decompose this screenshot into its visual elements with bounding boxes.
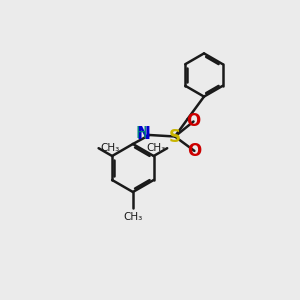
Text: O: O (186, 112, 201, 130)
Text: S: S (169, 128, 181, 146)
Text: CH₃: CH₃ (100, 143, 119, 153)
Text: CH₃: CH₃ (146, 143, 166, 153)
Text: N: N (137, 125, 151, 143)
Text: CH₃: CH₃ (123, 212, 142, 222)
Text: H: H (135, 126, 147, 141)
Text: O: O (187, 142, 202, 160)
